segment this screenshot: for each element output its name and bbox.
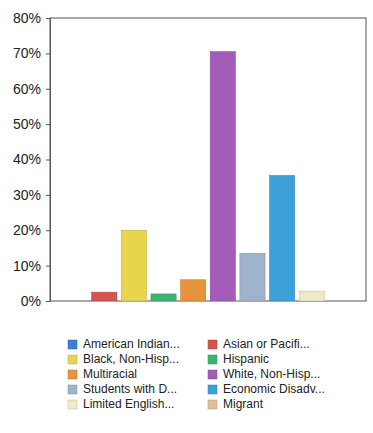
legend-label: Asian or Pacifi...: [223, 337, 310, 351]
legend-label: Black, Non-Hisp...: [83, 352, 179, 366]
tick-label: 50%: [13, 116, 41, 132]
tick-label: 70%: [13, 45, 41, 61]
legend-swatch: [208, 400, 217, 409]
tick: 80%: [13, 10, 50, 26]
tick: 20%: [13, 222, 50, 238]
tick: 30%: [13, 187, 50, 203]
legend-item: Limited English...: [68, 397, 174, 411]
tick-label: 80%: [13, 10, 41, 26]
legend-swatch: [68, 340, 77, 349]
tick-mark: [46, 124, 50, 125]
legend-item: White, Non-Hisp...: [208, 367, 320, 381]
tick-mark: [46, 160, 50, 161]
tick: 70%: [13, 45, 50, 61]
chart: 0% 10% 20% 30% 40% 50% 60% 70% 80% American India…: [0, 0, 373, 433]
legend-swatch: [68, 385, 77, 394]
tick-mark: [46, 266, 50, 267]
legend-item: Students with D...: [68, 382, 177, 396]
legend-item: Migrant: [208, 397, 264, 411]
plot: 0% 10% 20% 30% 40% 50% 60% 70% 80%: [13, 10, 366, 309]
bar: [270, 175, 295, 301]
legend-label: White, Non-Hisp...: [223, 367, 320, 381]
legend-item: Hispanic: [208, 352, 269, 366]
legend-item: American Indian...: [68, 337, 180, 351]
legend-label: Students with D...: [83, 382, 177, 396]
legend: American Indian... Asian or Pacifi... Blac…: [68, 337, 325, 411]
bar: [181, 280, 206, 301]
legend-swatch: [208, 355, 217, 364]
bar: [210, 52, 235, 301]
tick-label: 10%: [13, 258, 41, 274]
legend-label: Economic Disadv...: [223, 382, 325, 396]
legend-label: Hispanic: [223, 352, 269, 366]
plot-frame: [50, 18, 366, 301]
tick: 60%: [13, 81, 50, 97]
bar: [121, 230, 146, 301]
legend-item: Asian or Pacifi...: [208, 337, 310, 351]
legend-swatch: [68, 400, 77, 409]
legend-swatch: [208, 370, 217, 379]
tick-label: 60%: [13, 81, 41, 97]
legend-item: Black, Non-Hisp...: [68, 352, 179, 366]
legend-label: American Indian...: [83, 337, 180, 351]
bar: [92, 292, 117, 301]
legend-swatch: [68, 370, 77, 379]
legend-label: Multiracial: [83, 367, 137, 381]
tick-mark: [46, 53, 50, 54]
y-axis: 0% 10% 20% 30% 40% 50% 60% 70% 80%: [13, 10, 51, 309]
tick: 0%: [21, 293, 50, 309]
legend-label: Limited English...: [83, 397, 174, 411]
tick-label: 20%: [13, 222, 41, 238]
tick: 10%: [13, 258, 50, 274]
legend-label: Migrant: [223, 397, 264, 411]
legend-swatch: [208, 385, 217, 394]
legend-item: Multiracial: [68, 367, 137, 381]
tick: 50%: [13, 116, 50, 132]
tick: 40%: [13, 151, 50, 167]
tick-mark: [46, 301, 50, 302]
legend-swatch: [68, 355, 77, 364]
tick-mark: [46, 230, 50, 231]
tick-mark: [46, 195, 50, 196]
bar: [299, 291, 324, 301]
legend-item: Economic Disadv...: [208, 382, 325, 396]
bar: [62, 301, 87, 302]
bars: [92, 52, 325, 301]
bar: [329, 301, 354, 302]
axis-line: [46, 19, 51, 302]
bar: [240, 253, 265, 301]
bar: [151, 294, 176, 301]
tick-mark: [46, 89, 50, 90]
legend-swatch: [208, 340, 217, 349]
tick-label: 40%: [13, 151, 41, 167]
tick-label: 30%: [13, 187, 41, 203]
tick-label: 0%: [21, 293, 41, 309]
tick-mark: [46, 18, 50, 19]
